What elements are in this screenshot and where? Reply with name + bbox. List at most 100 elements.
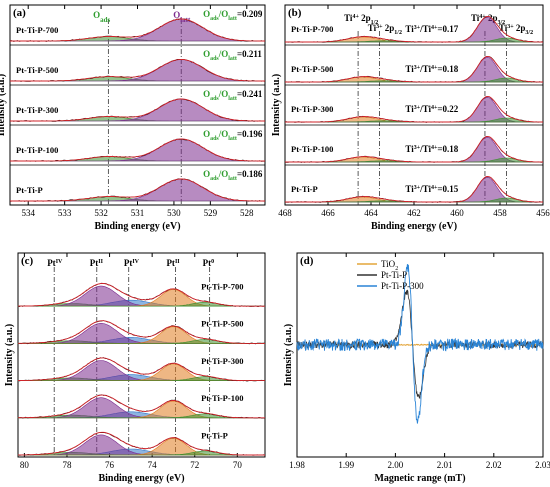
fit-curve-b-3 [285,135,543,163]
series-label-a-0: Pt-Ti-P-700 [16,25,58,35]
x-tick-label-a-0: 534 [21,208,35,218]
panel-label-b: (b) [288,7,302,19]
ratio-label-b-2: Ti3+/Ti4+=0.22 [405,104,458,114]
series-label-a-3: Pt-Ti-P-100 [16,145,58,155]
y-axis-label-c: Intensity (a.u.) [4,324,15,387]
series-label-a-2: Pt-Ti-P-300 [16,105,58,115]
legend-label-0: TiO2 [381,259,398,272]
series-label-c-0: Pt-Ti-P-700 [201,281,243,291]
fit-curve-a-1 [10,58,265,82]
series-label-c-4: Pt-Ti-P [201,430,228,440]
x-tick-label-c-2: 76 [105,460,115,470]
x-tick-label-d-2: 2.00 [388,460,404,470]
legend-label-2: Pt-Ti-P-300 [381,281,424,291]
peak-label-c-1: PtII [90,258,104,268]
legend-label-1: Pt-Ti-P [381,270,407,280]
series-label-b-2: Pt-Ti-P-300 [291,104,333,114]
x-tick-label-c-3: 74 [148,460,158,470]
x-tick-label-a-3: 531 [131,208,145,218]
panel-c-frame [17,252,266,458]
x-tick-label-a-4: 530 [167,208,181,218]
x-tick-label-c-0: 80 [20,460,30,470]
fit-curve-b-4 [285,175,543,203]
panel-c: 80 78 76 74 72 70 Binding energy (eV) Intensity… [4,252,266,484]
series-label-a-4: Pt-Ti-P [16,185,43,195]
x-tick-label-c-4: 72 [190,460,199,470]
ratio-label-b-0: Ti3+/Ti4+=0.17 [405,24,458,34]
panel-b: 468 466 464 462 460 458 456 Binding energy (eV)… [271,4,550,232]
x-tick-label-a-2: 532 [94,208,108,218]
ratio-label-a-0: Oads/Olatt=0.209 [203,9,263,22]
x-tick-label-b-5: 458 [493,208,507,218]
x-tick-label-d-3: 2.01 [437,460,453,470]
x-tick-label-d-5: 2.03 [535,460,550,470]
series-label-b-1: Pt-Ti-P-500 [291,64,333,74]
fit-curve-c-2 [18,357,265,382]
component-latt-a-4 [10,178,265,202]
series-label-b-4: Pt-Ti-P [291,184,318,194]
peak-label-c-2: PtIV [124,258,140,268]
ratio-label-b-4: Ti3+/Ti4+=0.15 [405,184,458,194]
x-tick-label-b-0: 468 [278,208,292,218]
series-label-c-3: Pt-Ti-P-100 [201,393,243,403]
panel-d: 1.98 1.99 2.00 2.01 2.02 2.03 Magnetic range (… [283,252,550,484]
fit-curve-b-1 [285,55,543,83]
x-axis-label-a: Binding energy (eV) [94,221,180,232]
x-tick-label-c-1: 78 [62,460,72,470]
panel-label-d: (d) [300,255,314,267]
ratio-label-a-4: Oads/Olatt=0.186 [203,169,263,182]
fit-curve-a-2 [10,98,265,122]
x-tick-label-d-4: 2.02 [486,460,502,470]
fit-curve-b-2 [285,95,543,123]
peak-label-b-1: Ti3+ 2p1/2 [368,23,402,36]
x-tick-label-b-2: 464 [364,208,378,218]
x-tick-label-b-3: 462 [407,208,421,218]
peak-label-a-0: Oads [93,10,110,24]
fit-curve-c-3 [18,394,265,419]
epr-curve-2 [296,263,544,424]
x-tick-label-b-6: 456 [536,208,550,218]
x-tick-label-b-4: 460 [450,208,464,218]
x-tick-label-a-1: 533 [58,208,72,218]
ratio-label-a-1: Oads/Olatt=0.211 [203,49,262,62]
peak-label-c-4: Pt0 [203,258,215,268]
fit-curve-a-0 [10,18,265,42]
fit-curve-a-4 [10,178,265,202]
y-axis-label-b: Intensity (a.u.) [271,74,282,137]
panel-label-c: (c) [21,255,34,267]
x-axis-label-d: Magnetic range (mT) [374,473,465,484]
x-tick-label-a-5: 529 [204,208,218,218]
x-tick-label-c-5: 70 [233,460,243,470]
x-tick-label-d-0: 1.98 [289,460,305,470]
ratio-label-b-1: Ti3+/Ti4+=0.18 [405,64,458,74]
peak-label-b-3: Ti3+ 2p3/2 [499,23,533,36]
panel-d-frame [296,252,544,458]
series-label-b-3: Pt-Ti-P-100 [291,144,333,154]
fit-curve-c-1 [18,320,265,344]
ratio-label-a-3: Oads/Olatt=0.196 [203,129,263,142]
fit-curve-c-4 [18,431,265,456]
fit-curve-c-0 [18,283,265,307]
series-label-b-0: Pt-Ti-P-700 [291,24,333,34]
peak-label-c-3: PtII [166,258,180,268]
x-axis-label-b: Binding energy (eV) [371,221,457,232]
peak-label-c-0: PtIV [47,258,63,268]
y-axis-label-a: Intensity (a.u.) [0,74,7,137]
x-tick-label-d-1: 1.99 [338,460,354,470]
fit-curve-a-3 [10,138,265,162]
fit-curve-b-0 [285,15,543,43]
ratio-label-a-2: Oads/Olatt=0.241 [203,89,263,102]
series-label-c-2: Pt-Ti-P-300 [201,356,243,366]
peak-label-b-0: Ti4+ 2p1/2 [344,13,378,26]
panel-a: 534 533 532 531 530 529 528 Binding energy (eV)… [0,4,266,232]
series-label-c-1: Pt-Ti-P-500 [201,319,243,329]
x-axis-label-c: Binding energy (eV) [98,473,184,484]
x-tick-label-b-1: 466 [321,208,335,218]
epr-curve-1 [296,289,544,399]
x-tick-label-a-6: 528 [240,208,254,218]
y-axis-label-d: Intensity (a.u.) [283,324,294,387]
series-label-a-1: Pt-Ti-P-500 [16,65,58,75]
panel-label-a: (a) [13,7,26,19]
ratio-label-b-3: Ti3+/Ti4+=0.18 [405,144,458,154]
